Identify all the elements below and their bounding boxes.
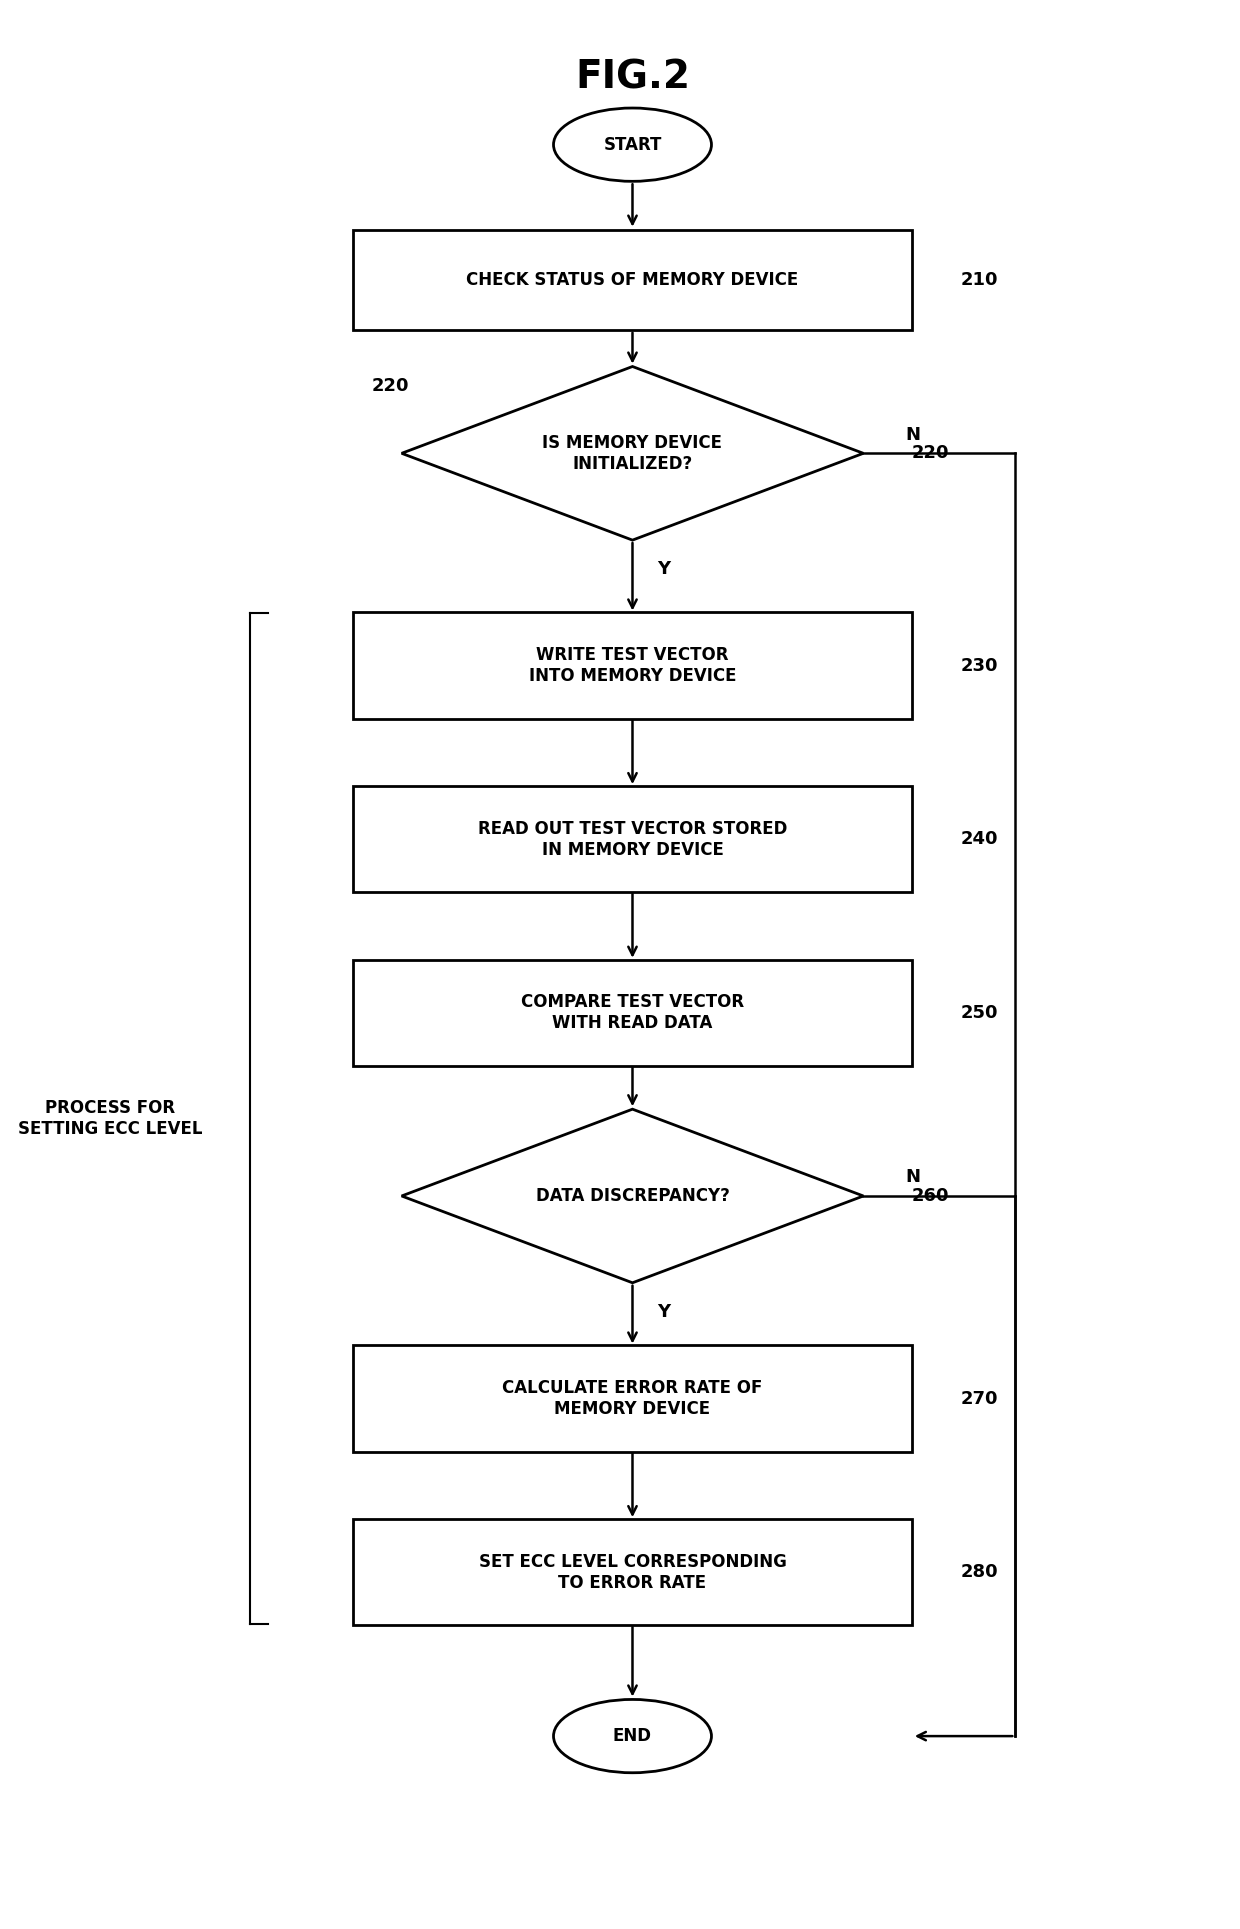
Text: READ OUT TEST VECTOR STORED
IN MEMORY DEVICE: READ OUT TEST VECTOR STORED IN MEMORY DE… (477, 820, 787, 858)
FancyBboxPatch shape (353, 961, 911, 1065)
FancyBboxPatch shape (353, 1520, 911, 1624)
Text: 250: 250 (961, 1003, 998, 1022)
Text: END: END (613, 1726, 652, 1746)
Text: N: N (906, 1169, 921, 1186)
Polygon shape (402, 1109, 863, 1283)
Text: 270: 270 (961, 1389, 998, 1408)
Text: COMPARE TEST VECTOR
WITH READ DATA: COMPARE TEST VECTOR WITH READ DATA (521, 993, 744, 1032)
Text: FIG.2: FIG.2 (575, 58, 689, 96)
Text: 240: 240 (961, 829, 998, 849)
FancyBboxPatch shape (353, 230, 911, 330)
Text: N: N (906, 426, 921, 444)
Text: DATA DISCREPANCY?: DATA DISCREPANCY? (536, 1186, 729, 1206)
Text: 230: 230 (961, 656, 998, 675)
Text: 220: 220 (371, 376, 409, 395)
Text: PROCESS FOR
SETTING ECC LEVEL: PROCESS FOR SETTING ECC LEVEL (17, 1100, 202, 1138)
FancyBboxPatch shape (353, 611, 911, 718)
Ellipse shape (553, 108, 712, 181)
Text: 220: 220 (911, 444, 950, 463)
Text: WRITE TEST VECTOR
INTO MEMORY DEVICE: WRITE TEST VECTOR INTO MEMORY DEVICE (528, 646, 737, 685)
Text: 210: 210 (961, 270, 998, 289)
Text: SET ECC LEVEL CORRESPONDING
TO ERROR RATE: SET ECC LEVEL CORRESPONDING TO ERROR RAT… (479, 1553, 786, 1591)
FancyBboxPatch shape (353, 1346, 911, 1451)
Ellipse shape (553, 1699, 712, 1773)
Text: START: START (604, 135, 662, 154)
Polygon shape (402, 367, 863, 540)
Text: CALCULATE ERROR RATE OF
MEMORY DEVICE: CALCULATE ERROR RATE OF MEMORY DEVICE (502, 1379, 763, 1418)
Text: 260: 260 (911, 1186, 950, 1206)
Text: IS MEMORY DEVICE
INITIALIZED?: IS MEMORY DEVICE INITIALIZED? (542, 434, 723, 473)
Text: 280: 280 (961, 1562, 998, 1582)
Text: Y: Y (657, 559, 670, 579)
Text: CHECK STATUS OF MEMORY DEVICE: CHECK STATUS OF MEMORY DEVICE (466, 270, 799, 289)
FancyBboxPatch shape (353, 787, 911, 891)
Text: Y: Y (657, 1302, 670, 1321)
